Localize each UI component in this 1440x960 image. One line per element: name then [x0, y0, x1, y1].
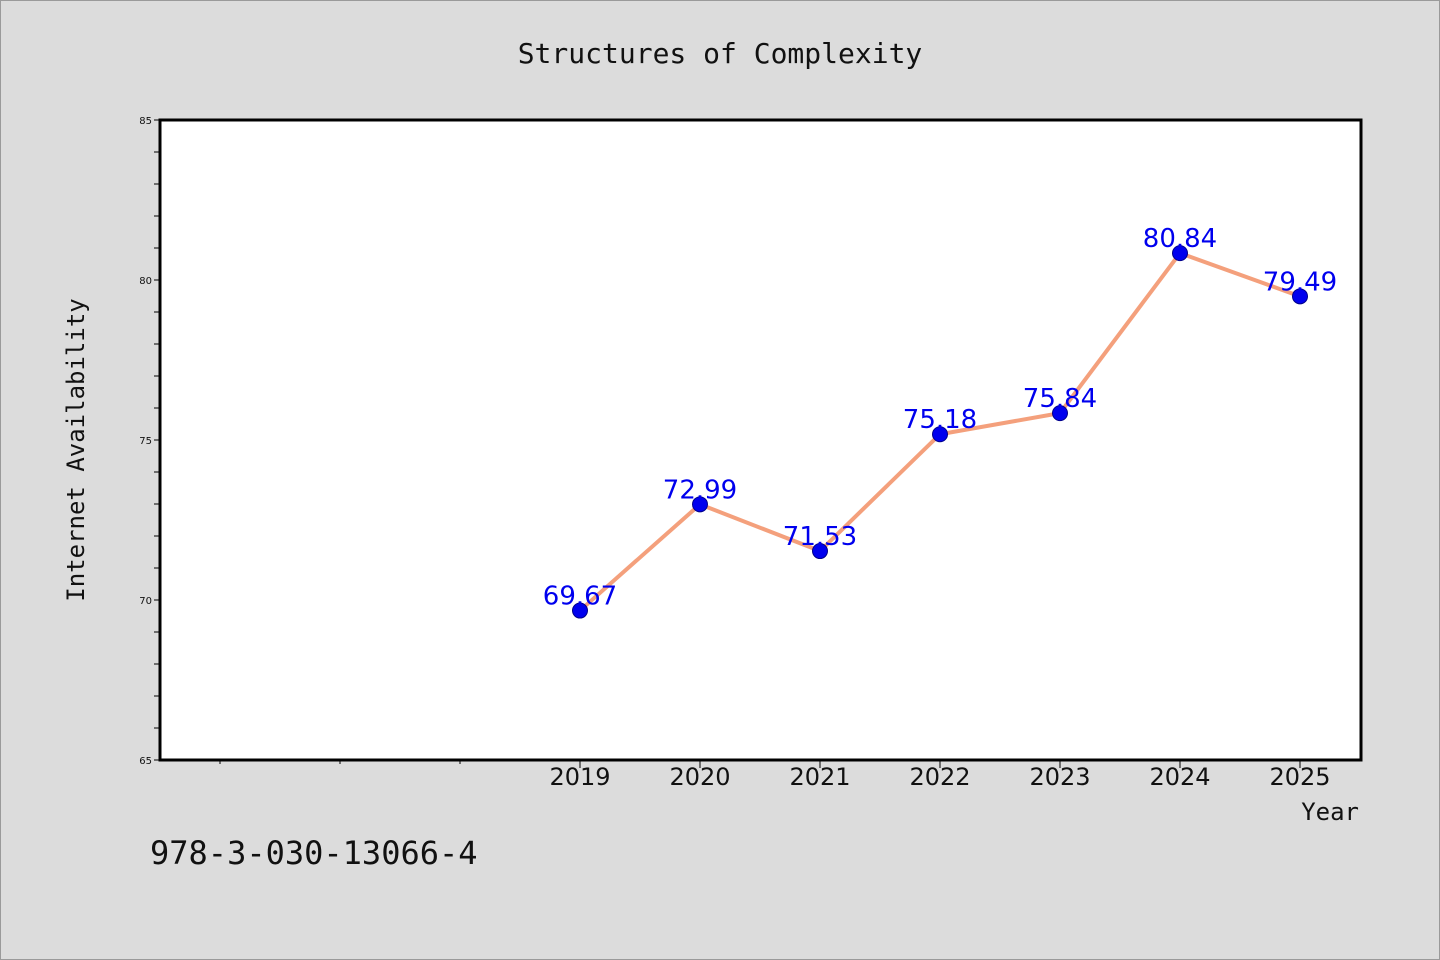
y-axis: 65 70 75 80 85	[139, 116, 160, 767]
series-group	[572, 245, 1308, 619]
y-tick-label: 70	[139, 596, 152, 607]
data-point-marker	[932, 426, 948, 443]
data-label: 75.84	[1023, 384, 1097, 414]
data-label: 69.67	[543, 582, 617, 612]
data-point-marker	[812, 543, 828, 560]
data-label: 75.18	[903, 405, 977, 435]
data-point-marker	[1172, 245, 1188, 262]
y-tick-label: 85	[139, 116, 152, 127]
data-point-marker	[692, 496, 708, 513]
data-point-marker	[1292, 288, 1308, 305]
x-tick-label: 2024	[1149, 763, 1210, 791]
data-point-marker	[1052, 405, 1068, 422]
x-tick-label: 2021	[789, 763, 850, 791]
x-tick-label: 2023	[1029, 763, 1090, 791]
chart-title: Structures of Complexity	[518, 37, 923, 70]
data-label: 79.49	[1263, 267, 1337, 297]
isbn-annotation: 978-3-030-13066-4	[150, 834, 478, 872]
data-label: 71.53	[783, 522, 857, 552]
x-tick-label: 2022	[909, 763, 970, 791]
x-axis-label: Year	[1301, 798, 1359, 826]
y-tick-label: 80	[139, 276, 152, 287]
x-tick-label: 2020	[669, 763, 730, 791]
data-label: 72.99	[663, 475, 737, 505]
data-point-marker	[572, 602, 588, 619]
x-tick-label: 2025	[1269, 763, 1330, 791]
plot-area	[158, 118, 1363, 762]
y-tick-label: 65	[139, 756, 152, 767]
data-labels-group: 69.67 72.99 71.53 75.18 75.84 80.84 79.49	[543, 224, 1337, 611]
y-axis-label: Internet Availability	[62, 298, 90, 601]
y-tick-label: 75	[139, 436, 152, 447]
x-tick-label: 2019	[549, 763, 610, 791]
data-label: 80.84	[1143, 224, 1217, 254]
x-axis: 2019 2020 2021 2022 2023 2024 2025	[219, 760, 1331, 791]
